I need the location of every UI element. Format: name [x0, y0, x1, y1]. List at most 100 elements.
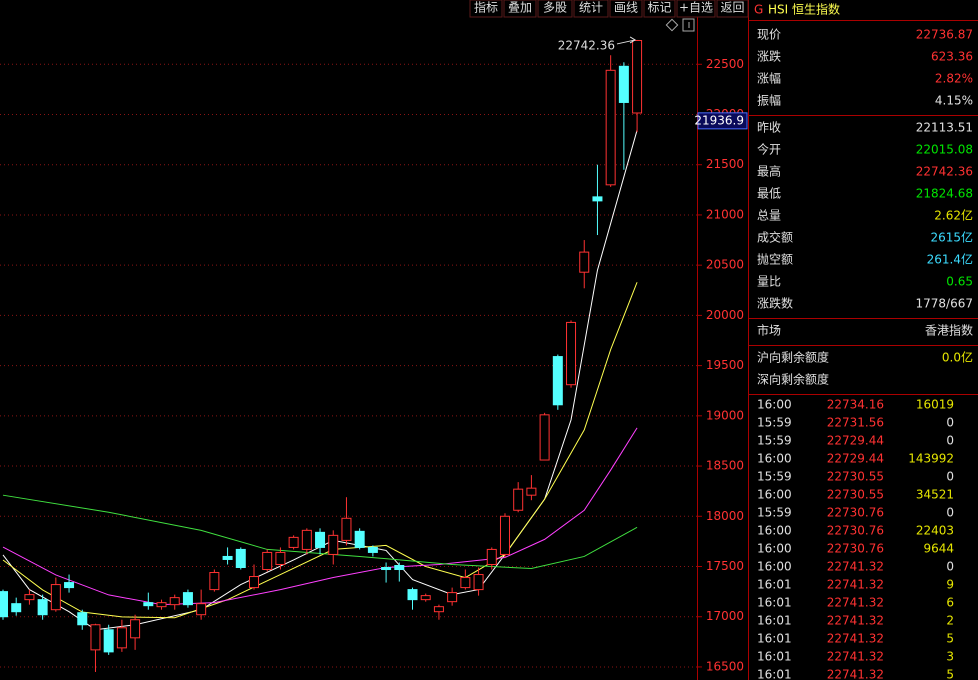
quote-label: 现价 — [757, 28, 781, 42]
trade-time: 15:59 — [757, 434, 792, 448]
candle-body — [248, 576, 259, 589]
toolbar-label: 返回 — [720, 1, 744, 15]
candle-body — [473, 574, 484, 591]
trade-price: 22741.32 — [827, 650, 884, 664]
trade-price: 22731.56 — [827, 416, 884, 430]
candle-body — [288, 536, 299, 548]
toolbar-button[interactable] — [609, 0, 643, 18]
trade-volume: 6 — [946, 596, 954, 610]
candle-body — [513, 488, 524, 511]
diamond-icon[interactable] — [665, 18, 679, 32]
quote-label: 成交额 — [757, 230, 793, 245]
trade-volume: 34521 — [916, 488, 954, 502]
trade-volume: 2 — [946, 614, 954, 628]
candle-body — [130, 619, 141, 639]
quote-label: 涨跌 — [757, 49, 781, 64]
y-tick-label: 19000 — [706, 408, 744, 422]
candle-body — [381, 567, 392, 571]
quote-value: 香港指数 — [925, 323, 973, 338]
trade-time: 16:01 — [757, 650, 792, 664]
candle-body — [420, 595, 431, 601]
quote-value: 22742.36 — [916, 165, 973, 179]
trade-volume: 0 — [946, 434, 954, 448]
quote-label: 涨幅 — [757, 71, 781, 86]
toolbar-label: 统计 — [579, 1, 603, 15]
candle-body — [618, 65, 629, 103]
trade-price: 22741.32 — [827, 578, 884, 592]
high-annotation: 22742.36 — [558, 38, 615, 52]
y-tick-label: 18000 — [706, 509, 744, 523]
candle-body — [552, 356, 563, 406]
toolbar-button[interactable] — [469, 0, 503, 18]
y-tick-label: 21500 — [706, 157, 744, 171]
quote-value: 1778/667 — [916, 297, 974, 311]
toolbar-button[interactable] — [503, 0, 537, 18]
candle-body — [592, 196, 603, 202]
candle-body — [50, 584, 61, 611]
toolbar-button[interactable] — [643, 0, 676, 18]
trade-time: 16:00 — [757, 398, 792, 412]
trade-price: 22730.76 — [827, 506, 884, 520]
candle-body — [328, 534, 339, 555]
candle-body — [182, 592, 193, 606]
candle-body — [605, 69, 616, 186]
trade-price: 22730.76 — [827, 542, 884, 556]
window-icon[interactable] — [682, 18, 695, 32]
trade-time: 16:00 — [757, 452, 792, 466]
symbol-title: HSI 恒生指数 — [768, 2, 840, 17]
trade-volume: 22403 — [916, 524, 954, 538]
quote-label: 市场 — [757, 323, 781, 338]
toolbar-button[interactable] — [716, 0, 749, 18]
candle-body — [103, 629, 114, 653]
trade-time: 16:00 — [757, 488, 792, 502]
quote-value: 261.4亿 — [927, 252, 973, 267]
quote-value: 0.0亿 — [942, 350, 973, 365]
candle-body — [262, 551, 273, 571]
trade-volume: 0 — [946, 416, 954, 430]
trade-volume: 3 — [946, 650, 954, 664]
candle-body — [499, 515, 510, 555]
candle-body — [37, 599, 48, 616]
trade-volume: 143992 — [908, 452, 954, 466]
candle-body — [235, 548, 246, 569]
candle-body — [341, 517, 352, 541]
quote-label: 最低 — [757, 187, 781, 201]
candle-body — [275, 551, 286, 565]
toolbar-button[interactable] — [537, 0, 573, 18]
y-tick-label: 18500 — [706, 459, 744, 473]
quote-label: 振幅 — [757, 93, 781, 108]
trade-time: 16:01 — [757, 632, 792, 646]
candle-body — [433, 606, 444, 613]
quote-label: 昨收 — [757, 121, 781, 135]
trade-volume: 0 — [946, 470, 954, 484]
candle-body — [486, 548, 497, 565]
toolbar-button[interactable] — [676, 0, 716, 18]
candle-body — [209, 572, 220, 591]
candle-body — [566, 321, 577, 386]
toolbar-button[interactable] — [573, 0, 609, 18]
toolbar-label: 标记 — [647, 1, 671, 15]
trade-price: 22730.55 — [827, 488, 884, 502]
trade-time: 16:01 — [757, 614, 792, 628]
candle-body — [90, 624, 101, 651]
trade-price: 22734.16 — [827, 398, 884, 412]
candle-body — [143, 602, 154, 607]
candle-body — [77, 612, 88, 626]
candle-body — [315, 531, 326, 548]
candle-body — [222, 555, 233, 560]
trade-volume: 9 — [946, 578, 954, 592]
trade-time: 16:01 — [757, 578, 792, 592]
quote-label: 沪向剩余额度 — [757, 350, 829, 365]
quote-value: 2.62亿 — [934, 208, 973, 223]
quote-label: 深向剩余额度 — [757, 372, 829, 387]
high-pointer — [616, 39, 636, 45]
quote-label: 今开 — [757, 142, 781, 157]
candle-body — [0, 591, 8, 618]
high-arrowhead — [629, 36, 637, 44]
toolbar-label: 指标 — [474, 0, 498, 15]
candle-body — [632, 39, 643, 114]
trade-volume: 5 — [946, 668, 954, 680]
y-tick-label: 21000 — [706, 207, 744, 221]
quote-label: 抛空额 — [757, 252, 793, 267]
trade-time: 16:00 — [757, 524, 792, 538]
